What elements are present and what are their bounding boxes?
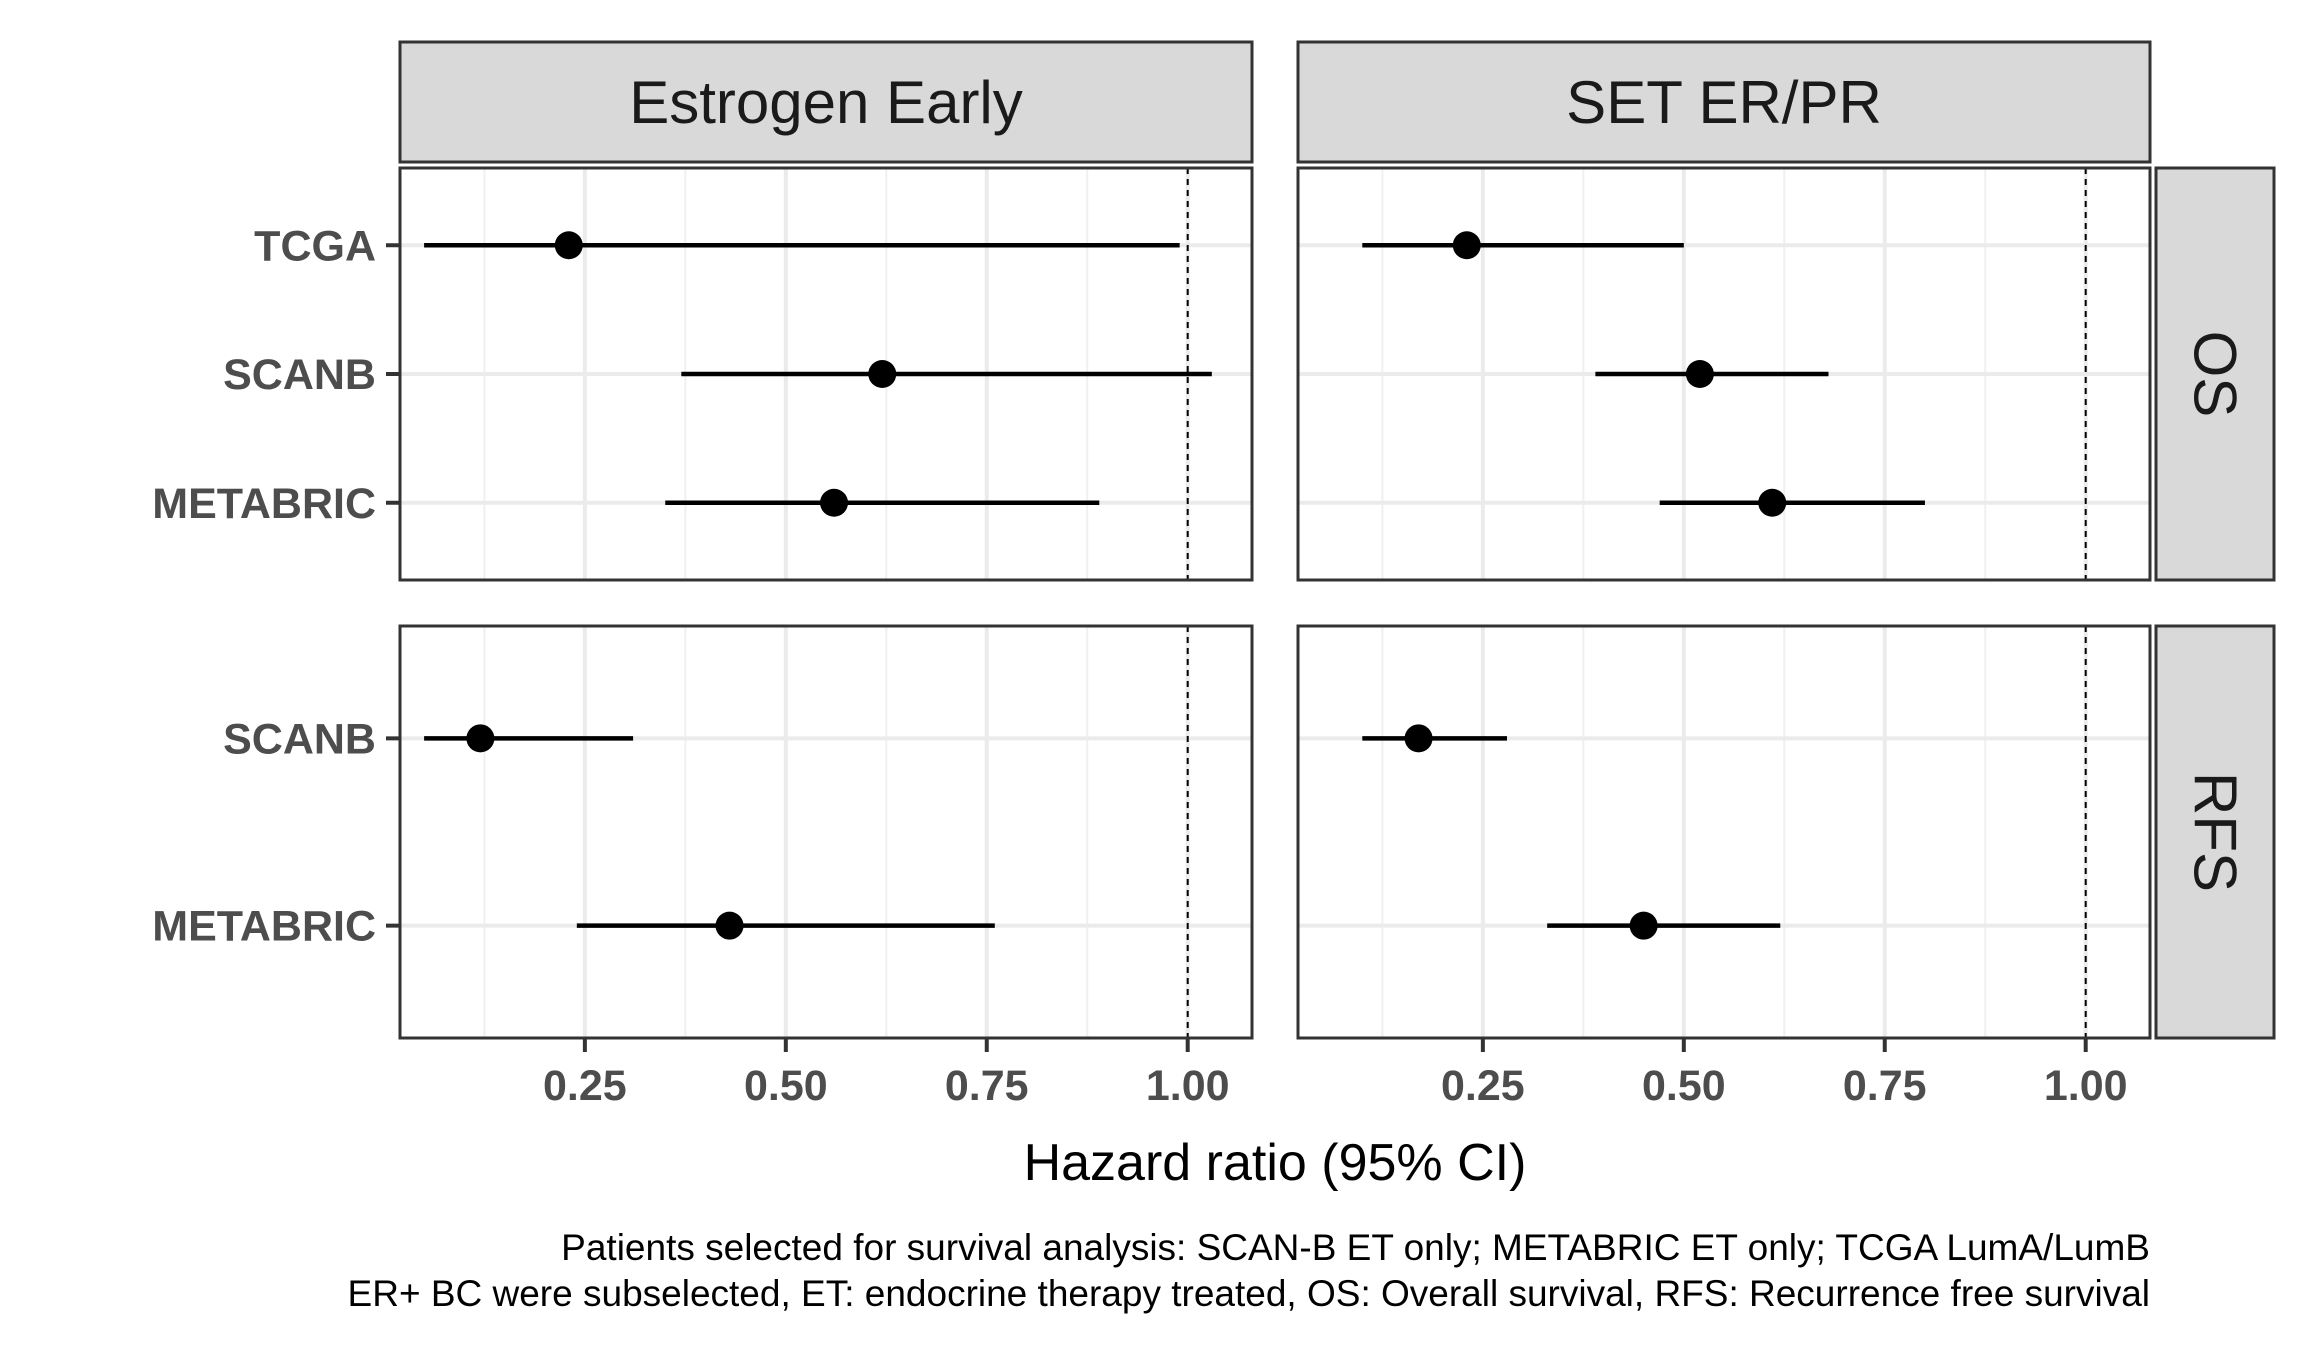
- y-tick-label-metabric: METABRIC: [152, 903, 376, 951]
- hr-point-metabric: [1758, 488, 1787, 517]
- column-strip-label: Estrogen Early: [629, 69, 1023, 136]
- column-strip-set-er-pr: [1296, 40, 2152, 164]
- x-tick-label: 1.00: [1146, 1062, 1230, 1110]
- row-strip-os: [2154, 166, 2276, 582]
- x-tick-label: 0.25: [1441, 1062, 1525, 1110]
- y-tick-label-scanb: SCANB: [223, 715, 376, 763]
- panel-border-estrogen-early-rfs: [398, 624, 1254, 1040]
- panel-background-estrogen-early-rfs: [400, 626, 1252, 1038]
- x-axis-title: Hazard ratio (95% CI): [1024, 1134, 1527, 1192]
- caption-line-1: Patients selected for survival analysis:…: [561, 1227, 2150, 1268]
- hr-point-scanb: [1685, 360, 1714, 388]
- x-tick-label: 0.25: [543, 1062, 627, 1110]
- y-tick-label-metabric: METABRIC: [152, 480, 376, 528]
- x-tick-label: 0.75: [945, 1062, 1029, 1110]
- hr-point-metabric: [715, 911, 744, 940]
- x-tick-label: 0.50: [744, 1062, 828, 1110]
- hr-point-scanb: [466, 724, 495, 753]
- y-tick-label-scanb: SCANB: [223, 351, 376, 399]
- panel-border-set-er-pr-os: [1296, 166, 2152, 582]
- x-tick-label: 0.50: [1642, 1062, 1726, 1110]
- hr-point-scanb: [1404, 724, 1433, 753]
- panel-background-set-er-pr-rfs: [1298, 626, 2150, 1038]
- column-strip-estrogen-early: [398, 40, 1254, 164]
- x-tick-label: 1.00: [2044, 1062, 2128, 1110]
- hr-point-tcga: [554, 231, 583, 260]
- row-strip-label: OS: [2182, 331, 2249, 418]
- row-strip-label: RFS: [2182, 772, 2249, 892]
- x-tick-label: 0.75: [1843, 1062, 1927, 1110]
- hr-point-tcga: [1452, 231, 1481, 260]
- y-tick-label-tcga: TCGA: [254, 222, 376, 270]
- column-strip-label: SET ER/PR: [1566, 69, 1882, 136]
- hr-point-metabric: [1629, 911, 1658, 940]
- panel-border-set-er-pr-rfs: [1296, 624, 2152, 1040]
- caption-line-2: ER+ BC were subselected, ET: endocrine t…: [348, 1273, 2150, 1314]
- hr-point-metabric: [820, 488, 849, 517]
- row-strip-rfs: [2154, 624, 2276, 1040]
- hr-point-scanb: [868, 360, 897, 388]
